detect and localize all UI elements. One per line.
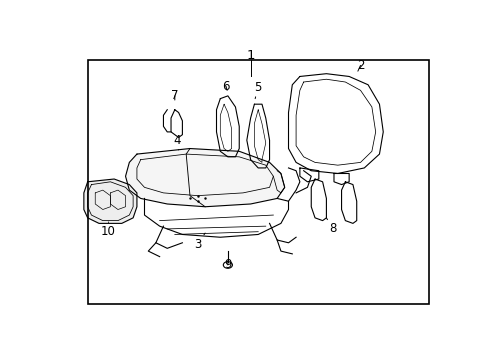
Text: 10: 10 [101, 222, 116, 238]
Text: 7: 7 [171, 89, 178, 102]
Text: 3: 3 [193, 233, 205, 251]
Text: 8: 8 [326, 218, 336, 235]
Text: 9: 9 [224, 258, 231, 271]
Text: 1: 1 [246, 49, 254, 62]
Text: 6: 6 [222, 80, 229, 93]
Text: 4: 4 [173, 134, 180, 150]
Polygon shape [125, 149, 284, 207]
Bar [87, 60, 428, 304]
Text: 2: 2 [356, 59, 364, 72]
Polygon shape [84, 179, 137, 223]
Text: 5: 5 [254, 81, 262, 99]
